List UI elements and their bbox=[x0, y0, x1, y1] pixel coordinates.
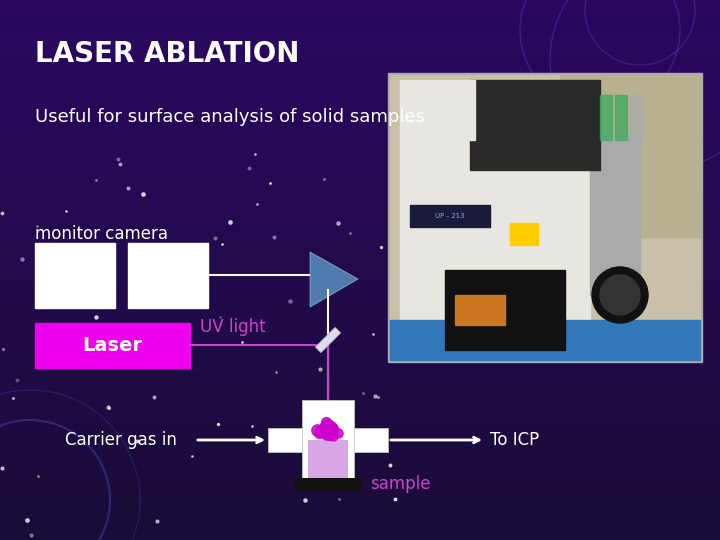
Point bbox=[323, 426, 334, 434]
Polygon shape bbox=[315, 327, 341, 353]
Bar bbox=[390, 320, 700, 360]
Point bbox=[319, 426, 330, 434]
Point bbox=[327, 424, 338, 433]
Text: UP - 213: UP - 213 bbox=[435, 213, 465, 219]
Point bbox=[320, 427, 331, 436]
Bar bbox=[390, 75, 700, 360]
Bar bbox=[455, 295, 505, 325]
Bar bbox=[615, 95, 627, 140]
Text: To ICP: To ICP bbox=[490, 431, 539, 449]
Bar bbox=[354, 428, 388, 452]
Text: Laser: Laser bbox=[83, 336, 143, 355]
Bar bbox=[268, 428, 302, 452]
Bar bbox=[308, 440, 348, 478]
Text: sample: sample bbox=[370, 475, 431, 493]
Bar bbox=[590, 135, 640, 295]
Point bbox=[321, 422, 333, 430]
Bar bbox=[388, 73, 702, 362]
Point bbox=[323, 422, 335, 431]
Bar bbox=[630, 95, 642, 140]
Bar bbox=[560, 75, 700, 237]
Bar bbox=[35, 243, 115, 308]
Text: LASER ABLATION: LASER ABLATION bbox=[35, 40, 300, 68]
Point bbox=[313, 428, 325, 437]
Text: Carrier gas in: Carrier gas in bbox=[65, 431, 177, 449]
Bar bbox=[302, 400, 354, 480]
Bar bbox=[295, 478, 361, 492]
Polygon shape bbox=[310, 252, 358, 307]
Bar bbox=[128, 243, 208, 308]
Bar bbox=[35, 323, 190, 368]
Bar bbox=[510, 223, 538, 245]
Point bbox=[328, 425, 339, 434]
Point bbox=[312, 426, 323, 434]
Point bbox=[320, 418, 331, 427]
Point bbox=[315, 426, 327, 435]
Point bbox=[325, 425, 336, 434]
Circle shape bbox=[600, 275, 640, 315]
Circle shape bbox=[592, 267, 648, 323]
Text: monitor camera: monitor camera bbox=[35, 225, 168, 243]
Bar bbox=[470, 80, 600, 170]
Bar bbox=[445, 270, 565, 350]
Bar bbox=[410, 205, 490, 227]
Bar bbox=[600, 95, 612, 140]
Bar bbox=[400, 135, 590, 320]
Text: UV light: UV light bbox=[200, 318, 266, 336]
Point bbox=[325, 430, 336, 439]
Bar bbox=[400, 80, 475, 140]
Point bbox=[327, 431, 338, 440]
Point bbox=[333, 429, 344, 437]
Text: Useful for surface analysis of solid samples: Useful for surface analysis of solid sam… bbox=[35, 108, 425, 126]
Point bbox=[321, 430, 333, 438]
Point bbox=[326, 424, 338, 433]
Point bbox=[318, 422, 330, 431]
Point bbox=[323, 420, 334, 428]
